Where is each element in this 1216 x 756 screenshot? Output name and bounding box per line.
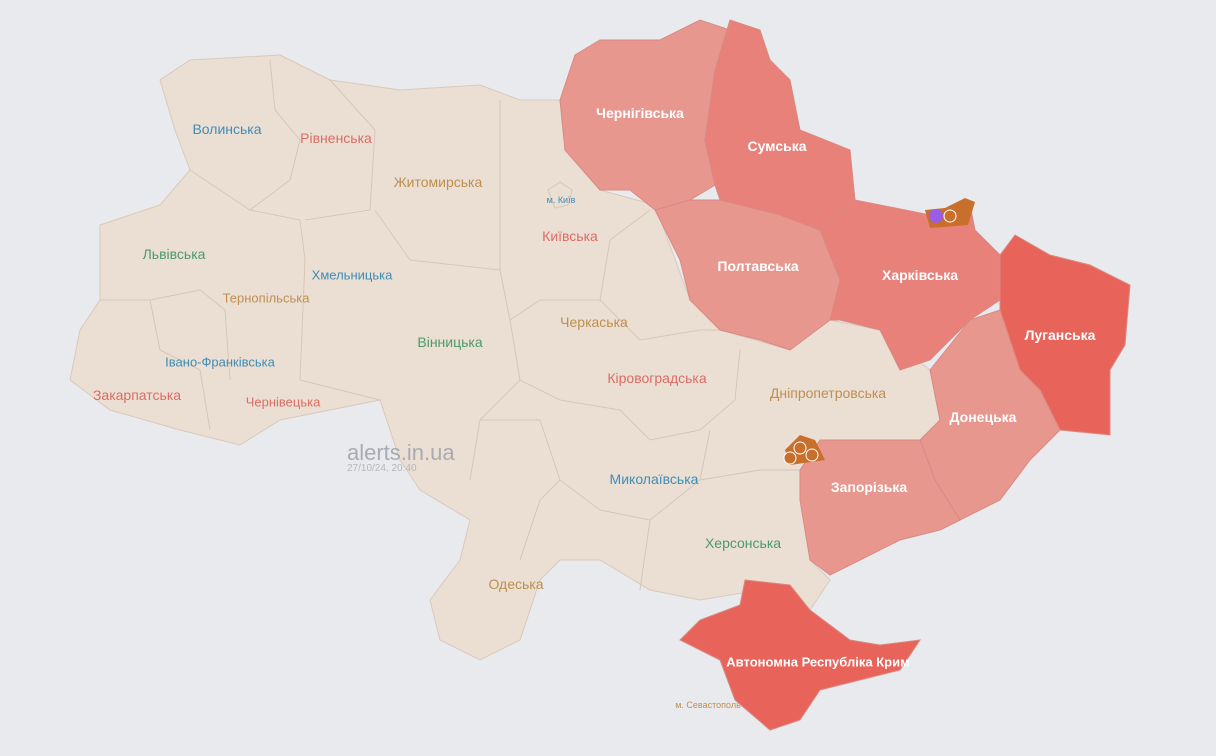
label-ivano-frankivsk[interactable]: Івано-Франківська bbox=[165, 354, 275, 370]
watermark-timestamp: 27/10/24, 20:40 bbox=[347, 463, 417, 474]
label-sevastopol[interactable]: м. Севастополь bbox=[675, 700, 741, 710]
dnipro-threat-area bbox=[783, 435, 825, 465]
label-chernihiv[interactable]: Чернігівська bbox=[596, 105, 684, 121]
label-kyiv-oblast[interactable]: Київська bbox=[542, 228, 598, 244]
region-kyiv-city bbox=[547, 181, 573, 209]
artillery-icon bbox=[783, 451, 797, 465]
label-rivne[interactable]: Рівненська bbox=[300, 130, 372, 146]
label-zaporizhzhia[interactable]: Запорізька bbox=[830, 479, 908, 495]
label-poltava[interactable]: Полтавська bbox=[717, 258, 799, 274]
neutral-region-borders bbox=[100, 59, 800, 591]
region-kharkiv bbox=[819, 199, 1001, 371]
label-dnipropetrovsk[interactable]: Дніпропетровська bbox=[769, 385, 887, 401]
label-odesa[interactable]: Одеська bbox=[488, 576, 544, 592]
label-lviv[interactable]: Львівська bbox=[142, 246, 206, 262]
label-zhytomyr[interactable]: Житомирська bbox=[393, 174, 483, 190]
region-sumy bbox=[704, 19, 856, 231]
label-ternopil[interactable]: Тернопільська bbox=[222, 290, 310, 306]
label-crimea[interactable]: Автономна Республіка Крим bbox=[726, 654, 910, 670]
artillery-icon bbox=[793, 441, 807, 455]
region-zaporizhzhia bbox=[799, 439, 961, 576]
region-donetsk bbox=[919, 309, 1061, 521]
label-cherkasy[interactable]: Черкаська bbox=[560, 314, 628, 330]
label-volyn[interactable]: Волинська bbox=[192, 121, 262, 137]
label-zakarpattia[interactable]: Закарпатська bbox=[92, 387, 182, 403]
label-vinnytsia[interactable]: Вінницька bbox=[417, 334, 483, 350]
label-sumy[interactable]: Сумська bbox=[747, 138, 807, 154]
label-donetsk[interactable]: Донецька bbox=[949, 409, 1017, 425]
label-chernivtsi[interactable]: Чернівецька bbox=[245, 394, 321, 410]
label-kirovohrad[interactable]: Кіровоградська bbox=[607, 370, 707, 386]
label-kherson[interactable]: Херсонська bbox=[704, 535, 782, 551]
label-khmelnytskyi[interactable]: Хмельницька bbox=[311, 267, 393, 283]
watermark-site: alerts.in.ua bbox=[347, 440, 455, 465]
artillery-icon bbox=[943, 209, 957, 223]
label-luhansk[interactable]: Луганська bbox=[1024, 327, 1096, 343]
artillery-icon bbox=[805, 448, 819, 462]
region-crimea bbox=[679, 579, 922, 731]
kharkiv-threat-area bbox=[925, 198, 975, 228]
label-mykolaiv[interactable]: Миколаївська bbox=[609, 471, 699, 487]
label-kyiv-city[interactable]: м. Київ bbox=[546, 195, 576, 205]
label-kharkiv[interactable]: Харківська bbox=[881, 267, 959, 283]
drone-icon bbox=[929, 209, 943, 223]
